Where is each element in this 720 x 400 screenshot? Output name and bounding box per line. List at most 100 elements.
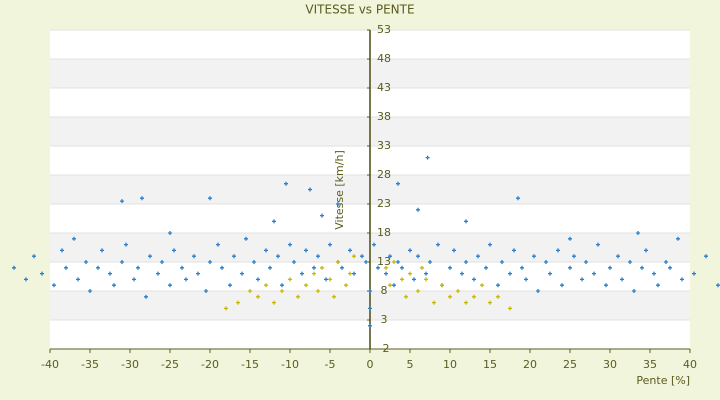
point (196, 271, 200, 276)
point (668, 265, 672, 270)
point (120, 199, 124, 204)
point (472, 277, 476, 282)
x-tick-label: 0 (367, 358, 374, 371)
point (84, 260, 88, 264)
point (328, 242, 332, 247)
point (572, 254, 576, 259)
point (208, 196, 212, 201)
point (396, 260, 400, 264)
point (584, 260, 588, 264)
point (72, 236, 76, 241)
point (644, 248, 648, 253)
point (252, 260, 256, 264)
point (284, 181, 288, 186)
point (344, 283, 348, 288)
point (268, 265, 272, 270)
point (680, 277, 684, 282)
point (464, 300, 468, 305)
point (60, 248, 64, 253)
point (716, 283, 720, 288)
point (88, 289, 92, 293)
point (620, 277, 624, 282)
point (236, 300, 240, 305)
point (320, 265, 324, 270)
point (488, 242, 492, 247)
point (408, 271, 412, 276)
y-tick-label: 33 (377, 139, 391, 152)
point (420, 265, 424, 270)
point (192, 254, 196, 259)
point (436, 242, 440, 247)
point (120, 260, 124, 264)
point (508, 271, 512, 276)
point (204, 289, 208, 293)
point (368, 289, 372, 293)
point (408, 248, 412, 253)
point (532, 254, 536, 259)
point (596, 242, 600, 247)
point (288, 277, 292, 282)
point (336, 260, 340, 264)
point (312, 265, 316, 270)
point (160, 260, 164, 264)
point (628, 260, 632, 264)
point (452, 248, 456, 253)
point (156, 271, 160, 276)
x-tick-label: -5 (325, 358, 336, 371)
point (516, 196, 520, 201)
point (548, 271, 552, 276)
point (592, 271, 596, 276)
point (664, 260, 668, 264)
point (416, 254, 420, 259)
point (520, 265, 524, 270)
point (64, 265, 68, 270)
point (76, 277, 80, 282)
point (180, 265, 184, 270)
y-tick-label: 23 (377, 197, 391, 210)
point (40, 271, 44, 276)
y-axis-label: Vitesse [km/h] (333, 150, 346, 230)
point (400, 265, 404, 270)
point (132, 277, 136, 282)
point (536, 289, 540, 293)
point (392, 260, 396, 264)
point (276, 254, 280, 259)
point (232, 254, 236, 259)
point (140, 196, 144, 201)
point (348, 248, 352, 253)
point (300, 271, 304, 276)
x-tick-label: 15 (483, 358, 497, 371)
point (580, 277, 584, 282)
point (96, 265, 100, 270)
x-axis-label: Pente [%] (636, 374, 690, 387)
x-tick-label: 30 (603, 358, 617, 371)
point (352, 254, 356, 259)
point (264, 248, 268, 253)
point (364, 260, 368, 264)
x-tick-label: 20 (523, 358, 537, 371)
point (460, 271, 464, 276)
point (568, 236, 572, 241)
point (272, 219, 276, 224)
point (388, 254, 392, 259)
point (464, 260, 468, 264)
point (52, 283, 56, 288)
point (396, 181, 400, 186)
point (340, 265, 344, 270)
point (608, 265, 612, 270)
x-tick-label: -25 (161, 358, 179, 371)
point (424, 277, 428, 282)
point (640, 265, 644, 270)
point (168, 283, 172, 288)
point (448, 294, 452, 299)
x-tick-label: 40 (683, 358, 697, 371)
point (428, 260, 432, 264)
point (480, 283, 484, 288)
point (248, 289, 252, 293)
point (308, 187, 312, 192)
point (216, 242, 220, 247)
point (544, 260, 548, 264)
point (316, 254, 320, 259)
point (384, 265, 388, 270)
